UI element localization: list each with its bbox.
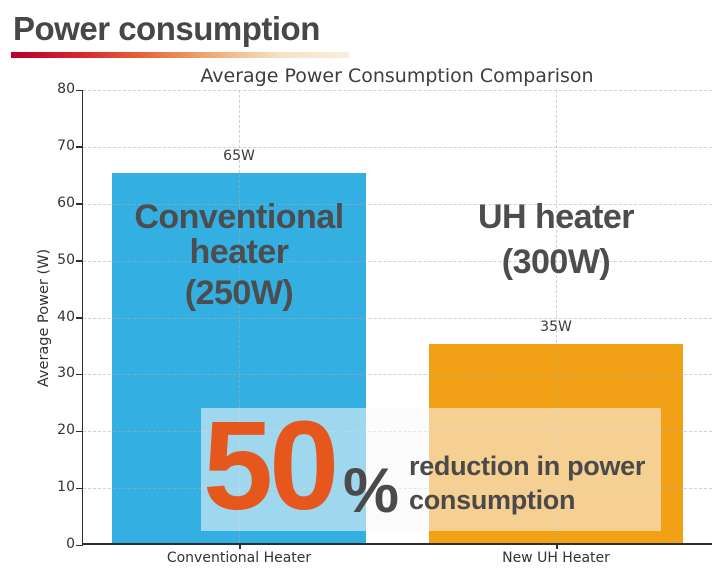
y-tick-label: 10 bbox=[57, 479, 75, 496]
title-underline-accent bbox=[11, 52, 349, 58]
y-tick-label: 80 bbox=[57, 81, 75, 97]
x-tick-label: Conventional Heater bbox=[166, 550, 312, 566]
y-tick-mark bbox=[76, 487, 83, 490]
y-tick-mark bbox=[76, 89, 83, 91]
y-tick-mark bbox=[76, 317, 83, 319]
y-tick-mark bbox=[76, 260, 83, 262]
caption-wattage: (300W) bbox=[501, 243, 611, 281]
page-title: Power consumption bbox=[13, 10, 320, 47]
plot-area: Conventional heater (250W) UH heater (30… bbox=[57, 81, 712, 566]
y-tick-mark bbox=[76, 430, 83, 433]
y-tick-label: 0 bbox=[66, 536, 75, 552]
bar-value-label: 35W bbox=[540, 318, 572, 335]
highlight-description-line: consumption bbox=[409, 485, 576, 515]
y-tick-mark bbox=[76, 544, 83, 546]
caption-wattage: (250W) bbox=[184, 274, 294, 312]
bar-value-label: 65W bbox=[223, 148, 255, 165]
gridline-horizontal bbox=[83, 317, 712, 319]
highlight-description: reduction in power consumption bbox=[409, 449, 645, 517]
highlight-description-line: reduction in power bbox=[409, 451, 646, 481]
gridline-horizontal bbox=[83, 90, 712, 91]
y-tick-mark bbox=[76, 373, 83, 376]
uh-bar-caption: UH heater (300W) bbox=[411, 200, 701, 280]
x-tick-mark bbox=[556, 545, 558, 549]
highlight-overlay bbox=[201, 408, 661, 531]
y-tick-label: 20 bbox=[57, 422, 75, 439]
x-tick-mark bbox=[239, 545, 241, 549]
x-tick-label: New UH Heater bbox=[502, 550, 610, 566]
gridline-horizontal bbox=[83, 203, 712, 205]
chart-title: Average Power Consumption Comparison bbox=[200, 65, 594, 87]
y-tick-label: 50 bbox=[57, 251, 75, 268]
conventional-bar-caption: Conventional heater (250W) bbox=[94, 200, 384, 311]
gridline-horizontal bbox=[83, 146, 712, 148]
gridline-vertical bbox=[556, 90, 557, 543]
y-tick-mark bbox=[76, 203, 83, 205]
y-tick-label: 60 bbox=[57, 194, 75, 211]
y-tick-label: 40 bbox=[57, 308, 75, 325]
y-tick-mark bbox=[76, 146, 83, 148]
caption-line: UH heater bbox=[477, 198, 635, 236]
gridline-horizontal bbox=[83, 374, 712, 376]
caption-line: heater bbox=[189, 233, 289, 271]
caption-line: Conventional bbox=[134, 198, 344, 236]
y-tick-label: 70 bbox=[57, 137, 75, 154]
y-tick-label: 30 bbox=[57, 365, 75, 382]
gridline-vertical bbox=[239, 90, 240, 543]
gridline-horizontal bbox=[83, 260, 712, 262]
percent-sign: % bbox=[343, 456, 400, 526]
highlight-percentage-value: 50 bbox=[203, 395, 339, 536]
